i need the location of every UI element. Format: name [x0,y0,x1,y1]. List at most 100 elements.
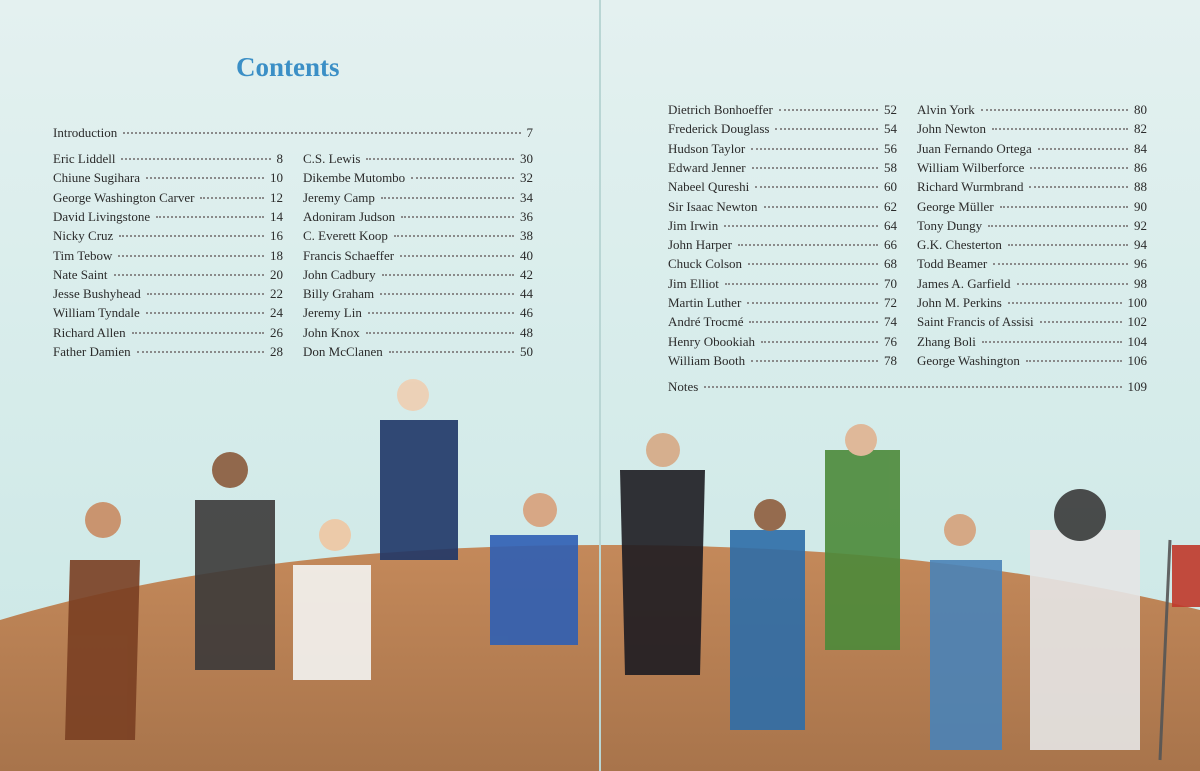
page-number: 28 [270,344,283,359]
page-number: 38 [520,228,533,244]
dot-leader [1029,186,1128,189]
entry-title: Jeremy Camp [303,189,375,205]
page-number: 82 [1134,121,1147,137]
entry-title: Father Damien [53,344,131,359]
toc-entry: Chiune Sugihara 10 [53,169,283,187]
dot-leader [724,282,878,285]
entry-title: William Tyndale [53,305,140,321]
page-number: 102 [1127,314,1148,330]
page-number: 40 [520,247,533,263]
page-number: 86 [1134,159,1147,175]
figures [65,379,1200,761]
dot-leader [1039,321,1122,324]
toc-entry: C.S. Lewis 30 [303,150,533,168]
entry-title: Chiune Sugihara [53,170,141,186]
entry-title: Martin Luther [668,295,742,310]
page-number: 7 [526,125,534,140]
toc-entry: Jeremy Camp 34 [303,189,533,207]
entry-title: Francis Schaeffer [303,247,395,263]
page-number: 16 [270,228,283,244]
dot-leader [761,340,878,343]
toc-entry: Saint Francis of Assisi 102 [917,313,1147,331]
dot-leader [400,254,514,257]
page-number: 78 [884,352,897,368]
dot-leader [1025,359,1122,362]
entry-title: Dikembe Mutombo [303,170,406,186]
toc-entry: Don McClanen 50 [303,343,533,361]
entry-title: Richard Wurmbrand [917,179,1024,195]
entry-title: George Washington Carver [53,189,195,205]
toc-entry: William Wilberforce 86 [917,159,1147,177]
dot-leader [146,177,264,180]
dot-leader [991,128,1128,131]
dot-leader [380,196,514,199]
dot-leader [123,132,521,134]
page-number: 94 [1134,237,1147,253]
entry-title: Todd Beamer [917,256,988,272]
toc-entry: William Booth 78 [668,352,897,370]
entry-title: Jeremy Lin [303,305,362,321]
dot-leader [981,340,1122,343]
dot-leader [747,302,878,304]
entry-title: Nicky Cruz [53,228,114,244]
entry-title: Saint Francis of Assisi [917,314,1034,330]
contents-title: Contents [236,52,340,82]
entry-title: Nate Saint [53,266,108,282]
toc-entry: Dietrich Bonhoeffer 52 [668,101,897,119]
page-number: 20 [270,266,283,282]
toc-entry: G.K. Chesterton 94 [917,236,1147,254]
entry-title: Edward Jenner [668,159,746,175]
dot-leader [1030,166,1128,169]
toc-entry: David Livingstone 14 [53,208,283,226]
page-number: 66 [884,237,897,253]
page-number: 14 [270,208,283,224]
page-number: 98 [1134,275,1147,291]
toc-entry: Juan Fernando Ortega 84 [917,140,1147,158]
page-number: 96 [1134,256,1147,272]
page-number: 52 [884,102,897,117]
page-number: 72 [884,295,897,310]
toc-entry: Adoniram Judson 36 [303,208,533,226]
entry-title: C. Everett Koop [303,228,388,244]
page-number: 104 [1127,333,1148,349]
entry-title: George Washington [917,352,1020,368]
entry-title: William Booth [668,352,746,368]
entry-title: Jesse Bushyhead [53,286,141,302]
entry-title: Alvin York [917,102,975,117]
dot-leader [724,224,878,227]
entry-title: Hudson Taylor [668,140,746,156]
dot-leader [751,166,878,169]
dot-leader [1007,244,1128,247]
dot-leader [763,205,878,208]
toc-entry: Sir Isaac Newton 62 [668,198,897,216]
page-number: 34 [520,189,533,205]
toc-entry: George Müller 90 [917,198,1147,216]
page-number: 80 [1134,102,1147,117]
entry-title: G.K. Chesterton [917,237,1002,253]
dot-leader [778,109,878,111]
entry-title: Jim Elliot [668,275,719,291]
toc-entry: Billy Graham 44 [303,285,533,303]
entry-title: Tony Dungy [917,217,983,233]
toc-entry: Nate Saint 20 [53,266,283,284]
dot-leader [121,158,271,160]
toc-entry: Francis Schaeffer 40 [303,247,533,265]
page-number: 18 [270,247,283,263]
toc-entry: Edward Jenner 58 [668,159,897,177]
page-number: 70 [884,275,897,291]
page-number: 90 [1134,198,1147,214]
page-number: 106 [1127,352,1148,368]
page-number: 24 [270,305,283,321]
page-number: 60 [884,179,897,195]
dot-leader [993,263,1128,266]
dot-leader [999,205,1128,208]
toc-entry: Alvin York 80 [917,101,1147,119]
page-number: 92 [1134,217,1147,233]
page-number: 26 [270,324,283,340]
entry-title: Introduction [53,125,118,140]
dot-leader [1037,147,1128,150]
toc-entry: John M. Perkins 100 [917,294,1147,312]
dot-leader [775,128,878,131]
toc-entry: Richard Allen 26 [53,324,283,342]
toc-entry: Jeremy Lin 46 [303,304,533,322]
